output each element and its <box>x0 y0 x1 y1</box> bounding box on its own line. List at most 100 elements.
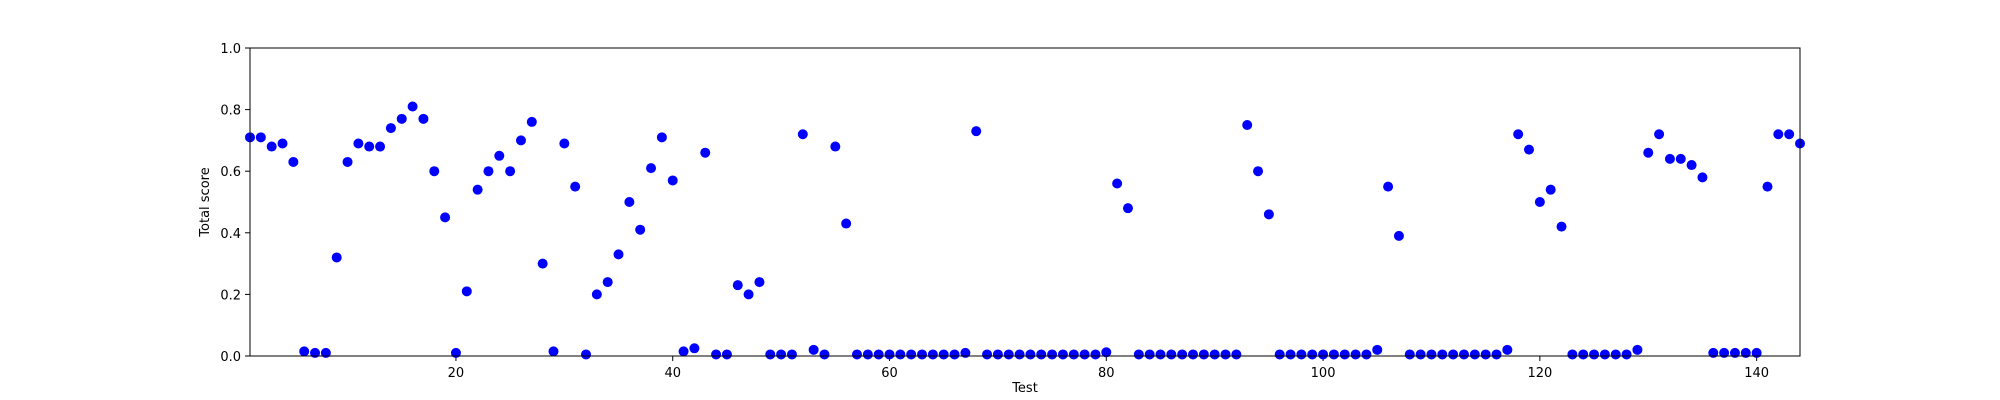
point <box>613 249 624 260</box>
point <box>1534 197 1545 207</box>
point <box>1112 178 1123 189</box>
point <box>1274 349 1285 360</box>
y-tick-label: 0.2 <box>220 288 241 303</box>
point <box>1253 166 1264 177</box>
point <box>797 129 808 140</box>
point <box>526 116 537 127</box>
point <box>1339 349 1350 360</box>
point <box>364 141 375 152</box>
point <box>895 349 906 360</box>
point <box>375 141 386 152</box>
point <box>1383 181 1394 192</box>
point <box>765 349 776 360</box>
point <box>1079 349 1090 360</box>
point <box>1393 230 1404 241</box>
point <box>1567 349 1578 360</box>
point <box>884 349 895 360</box>
y-tick-label: 1.0 <box>220 42 241 57</box>
point <box>1155 349 1166 360</box>
point <box>1404 349 1415 360</box>
point <box>1751 347 1762 358</box>
point <box>255 132 266 143</box>
point <box>808 344 819 355</box>
point <box>1068 349 1079 360</box>
point <box>917 349 928 360</box>
point <box>1318 349 1329 360</box>
point <box>1426 349 1437 360</box>
point <box>1328 349 1339 360</box>
point <box>1697 172 1708 183</box>
point <box>635 224 646 235</box>
point <box>385 123 396 134</box>
point <box>1708 347 1719 358</box>
point <box>1545 184 1556 195</box>
point <box>1101 347 1112 358</box>
point <box>1372 344 1383 355</box>
x-tick-label: 40 <box>664 366 681 381</box>
point <box>721 349 732 360</box>
point <box>1090 349 1101 360</box>
point <box>711 349 722 360</box>
point <box>266 141 277 152</box>
point <box>418 113 429 124</box>
point <box>1188 349 1199 360</box>
point <box>830 141 841 152</box>
point <box>472 184 483 195</box>
point <box>971 126 982 137</box>
point <box>1198 349 1209 360</box>
point <box>646 163 657 174</box>
point <box>927 349 938 360</box>
point <box>1729 347 1740 358</box>
point <box>678 346 689 357</box>
point <box>581 349 592 360</box>
point <box>288 156 299 167</box>
point <box>624 197 635 207</box>
y-tick-label: 0.6 <box>220 165 241 180</box>
point <box>667 175 678 186</box>
point <box>277 138 288 149</box>
point <box>1166 349 1177 360</box>
point <box>1773 129 1784 140</box>
point <box>1144 349 1155 360</box>
point <box>1307 349 1318 360</box>
x-axis-label: Test <box>1011 381 1038 396</box>
y-tick-label: 0.8 <box>220 104 241 119</box>
point <box>1632 344 1643 355</box>
point <box>1036 349 1047 360</box>
point <box>1589 349 1600 360</box>
point <box>1209 349 1220 360</box>
y-tick-label: 0.0 <box>220 350 241 365</box>
point <box>1480 349 1491 360</box>
point <box>1469 349 1480 360</box>
point <box>1740 347 1751 358</box>
point <box>440 212 451 223</box>
point <box>1285 349 1296 360</box>
point <box>494 150 505 161</box>
point <box>1686 160 1697 171</box>
point <box>1458 349 1469 360</box>
point <box>1675 153 1686 164</box>
point <box>1556 221 1567 232</box>
point <box>960 347 971 358</box>
point <box>851 349 862 360</box>
point <box>396 113 407 124</box>
point <box>1025 349 1036 360</box>
point <box>700 147 711 158</box>
point <box>656 132 667 143</box>
point <box>841 218 852 229</box>
point <box>1003 349 1014 360</box>
point <box>299 346 310 357</box>
point <box>1014 349 1025 360</box>
point <box>982 349 993 360</box>
point <box>754 277 765 288</box>
x-tick-label: 140 <box>1744 366 1769 381</box>
x-tick-label: 100 <box>1311 366 1336 381</box>
point <box>570 181 581 192</box>
point <box>938 349 949 360</box>
point <box>1361 349 1372 360</box>
point <box>515 135 526 146</box>
point <box>949 349 960 360</box>
point <box>992 349 1003 360</box>
point <box>353 138 364 149</box>
